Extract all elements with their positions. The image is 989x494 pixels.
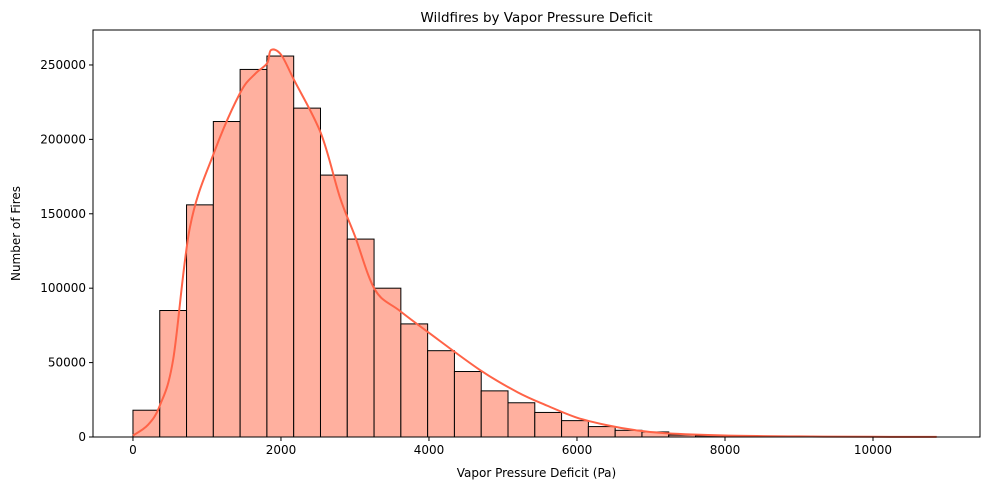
y-tick-label: 50000: [48, 356, 86, 370]
x-tick-label: 4000: [414, 443, 445, 457]
histogram-bar: [454, 372, 481, 437]
histogram-bar: [240, 69, 267, 437]
histogram-bar: [374, 288, 401, 437]
histogram-bar: [588, 427, 615, 437]
histogram-bar: [187, 205, 214, 437]
x-tick-label: 6000: [562, 443, 593, 457]
x-axis-label: Vapor Pressure Deficit (Pa): [457, 466, 616, 480]
y-tick-label: 250000: [40, 58, 86, 72]
chart-title: Wildfires by Vapor Pressure Deficit: [420, 10, 652, 26]
histogram-bar: [160, 311, 187, 437]
histogram-bar: [213, 122, 240, 437]
y-tick-label: 150000: [40, 207, 86, 221]
histogram-bar: [562, 421, 589, 437]
histogram-bar: [320, 175, 347, 437]
histogram-bar: [508, 403, 535, 437]
histogram-bar: [401, 324, 428, 437]
histogram-bar: [347, 239, 374, 437]
x-tick-label: 10000: [854, 443, 892, 457]
y-tick-label: 100000: [40, 281, 86, 295]
histogram-bar: [481, 391, 508, 437]
histogram-bar: [267, 56, 294, 437]
x-tick-label: 8000: [710, 443, 741, 457]
histogram-bar: [535, 412, 562, 437]
y-axis-label: Number of Fires: [9, 186, 23, 281]
x-tick-label: 2000: [266, 443, 297, 457]
y-tick-label: 0: [78, 430, 86, 444]
histogram-bar: [294, 108, 321, 437]
histogram-bar: [428, 351, 455, 437]
x-tick-label: 0: [129, 443, 137, 457]
y-tick-label: 200000: [40, 132, 86, 146]
